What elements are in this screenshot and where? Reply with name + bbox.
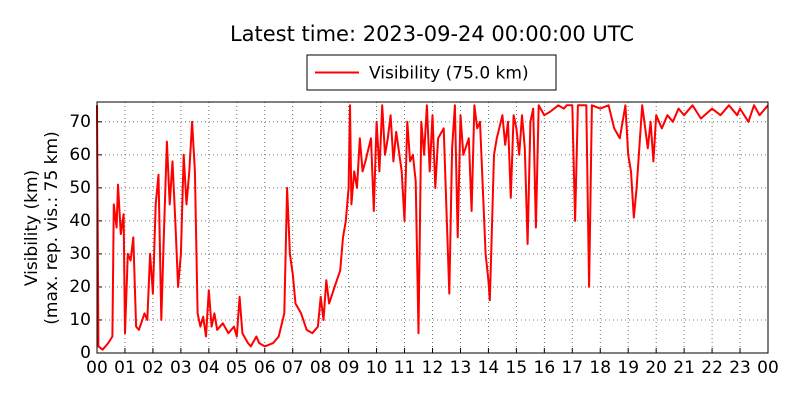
- x-tick-label: 15: [506, 358, 528, 378]
- x-tick-label: 03: [170, 358, 192, 378]
- y-tick-label: 20: [69, 277, 91, 297]
- x-tick-label: 05: [226, 358, 248, 378]
- x-tick-label: 09: [338, 358, 360, 378]
- x-tick-label: 00: [757, 358, 779, 378]
- x-tick-label: 08: [310, 358, 332, 378]
- y-tick-label: 0: [80, 343, 91, 363]
- x-tick-label: 21: [673, 358, 695, 378]
- x-tick-label: 12: [422, 358, 444, 378]
- x-tick-label: 23: [729, 358, 751, 378]
- x-tick-label: 16: [534, 358, 556, 378]
- x-tick-label: 13: [450, 358, 472, 378]
- y-tick-label: 70: [69, 112, 91, 132]
- y-tick-label: 10: [69, 310, 91, 330]
- x-tick-label: 14: [478, 358, 500, 378]
- y-tick-label: 40: [69, 211, 91, 231]
- x-tick-label: 07: [282, 358, 304, 378]
- y-tick-label: 50: [69, 178, 91, 198]
- x-tick-label: 00: [86, 358, 108, 378]
- plot-frame: [96, 101, 769, 354]
- x-tick-label: 20: [645, 358, 667, 378]
- y-tick-label: 60: [69, 145, 91, 165]
- x-tick-label: 18: [589, 358, 611, 378]
- y-axis-label: Visibility (km): [22, 170, 42, 286]
- x-tick-label: 01: [114, 358, 136, 378]
- x-tick-label: 11: [394, 358, 416, 378]
- y-axis-label: (max. rep. vis.: 75 km): [42, 131, 62, 324]
- x-tick-label: 17: [561, 358, 583, 378]
- x-tick-label: 02: [142, 358, 164, 378]
- data-line: [96, 104, 769, 351]
- legend-label: Visibility (75.0 km): [369, 64, 529, 84]
- chart-title: Latest time: 2023-09-24 00:00:00 UTC: [230, 22, 634, 46]
- x-tick-label: 19: [617, 358, 639, 378]
- y-tick-label: 30: [69, 244, 91, 264]
- x-tick-label: 06: [254, 358, 276, 378]
- x-tick-label: 10: [366, 358, 388, 378]
- x-tick-label: 04: [198, 358, 220, 378]
- x-tick-label: 22: [701, 358, 723, 378]
